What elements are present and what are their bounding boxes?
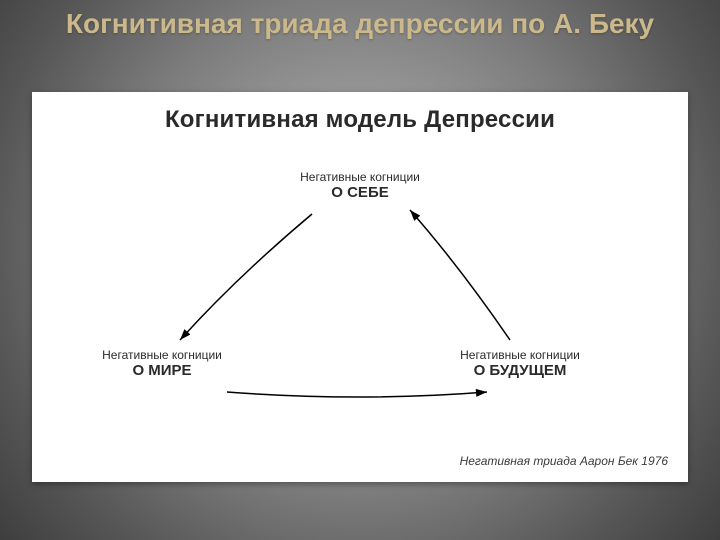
diagram-panel: Когнитивная модель Депрессии Негативные …: [32, 92, 688, 482]
diagram-caption: Негативная триада Аарон Бек 1976: [460, 454, 668, 468]
edge-future-self: [410, 210, 510, 340]
diagram: Когнитивная модель Депрессии Негативные …: [32, 92, 688, 482]
edges-layer: [32, 92, 688, 482]
edge-world-future: [227, 392, 487, 397]
slide: Когнитивная триада депрессии по А. Беку …: [0, 0, 720, 540]
slide-title: Когнитивная триада депрессии по А. Беку: [0, 6, 720, 41]
edge-self-world: [180, 214, 312, 340]
